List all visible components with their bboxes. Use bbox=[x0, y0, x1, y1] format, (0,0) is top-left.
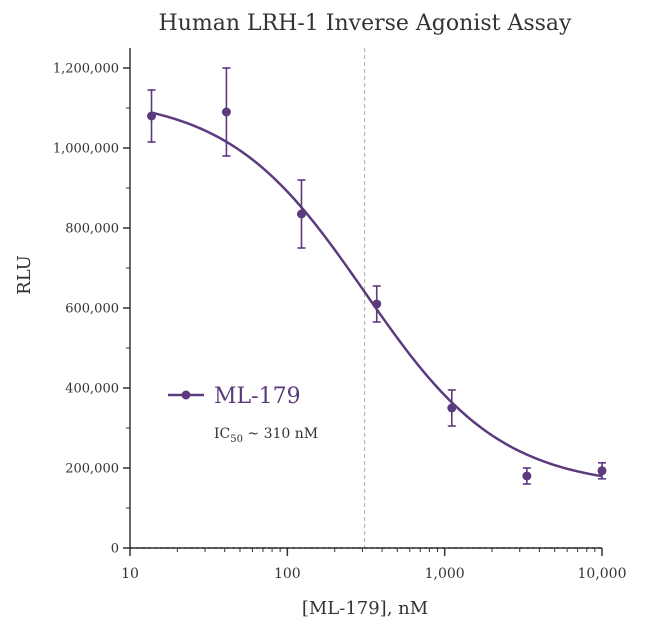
x-tick-label: 100 bbox=[274, 566, 301, 582]
y-tick-label: 200,000 bbox=[65, 462, 119, 477]
data-point bbox=[522, 471, 532, 481]
data-point bbox=[296, 209, 306, 219]
chart-title: Human LRH-1 Inverse Agonist Assay bbox=[159, 11, 573, 36]
ic50-annotation-main: IC bbox=[214, 426, 230, 442]
y-tick-label: 400,000 bbox=[65, 382, 119, 397]
legend-series-name: ML-179 bbox=[214, 384, 301, 409]
ic50-annotation-subscript: 50 bbox=[230, 434, 243, 445]
reference-lines bbox=[130, 48, 602, 549]
y-tick-label: 800,000 bbox=[65, 222, 119, 237]
data-points bbox=[147, 67, 607, 485]
data-point bbox=[447, 403, 457, 413]
x-tick-label: 10,000 bbox=[578, 566, 627, 582]
x-tick-label: 1,000 bbox=[425, 566, 465, 582]
data-point bbox=[597, 466, 607, 476]
data-point bbox=[372, 299, 382, 309]
data-point bbox=[147, 111, 157, 121]
legend: ML-179 bbox=[168, 384, 301, 409]
ic50-annotation: IC50 ~ 310 nM bbox=[214, 426, 318, 445]
y-tick-label: 1,200,000 bbox=[53, 62, 119, 77]
axes bbox=[129, 48, 602, 549]
ic50-annotation-tail: ~ 310 nM bbox=[243, 426, 318, 442]
y-ticks: 0 200,000 400,000 600,000 800,000 1,000,000 1,… bbox=[53, 62, 130, 557]
data-point bbox=[221, 107, 231, 117]
y-tick-label: 1,000,000 bbox=[53, 142, 119, 157]
legend-dot-marker bbox=[181, 390, 191, 400]
x-axis-label: [ML-179], nM bbox=[302, 598, 428, 619]
y-axis-label: RLU bbox=[14, 255, 35, 295]
x-tick-label: 10 bbox=[121, 566, 139, 582]
x-ticks: 10 100 1,000 10,000 bbox=[121, 548, 627, 582]
y-tick-label: 0 bbox=[111, 542, 119, 557]
y-tick-label: 600,000 bbox=[65, 302, 119, 317]
